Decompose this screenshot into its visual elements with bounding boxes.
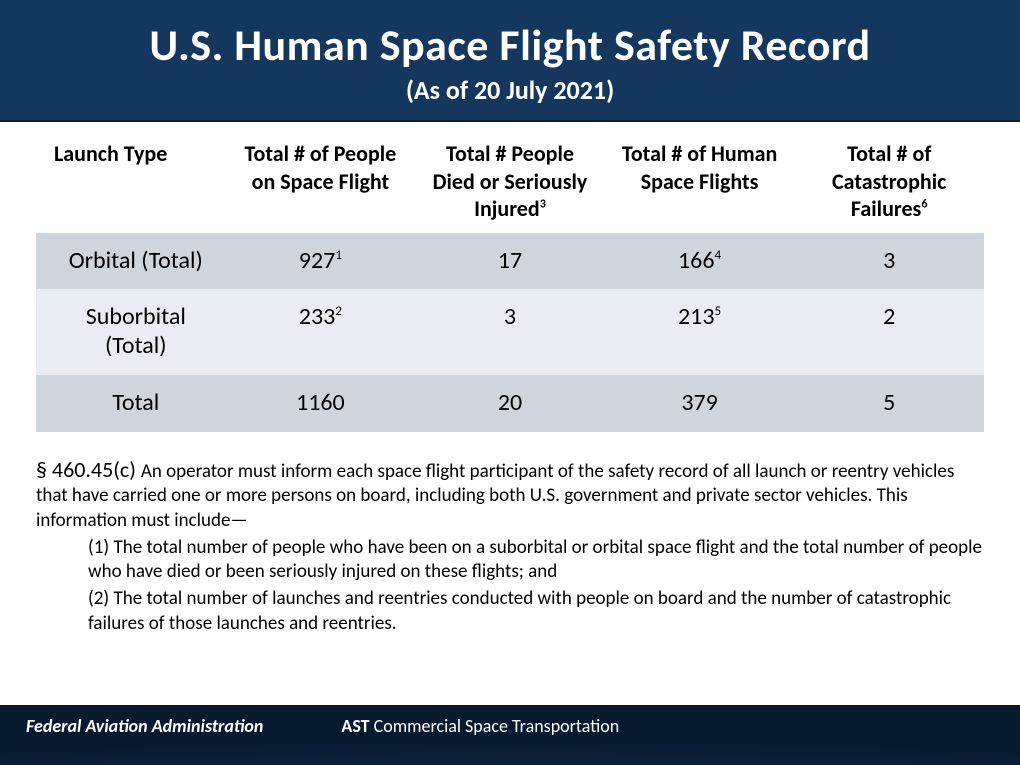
cell-value: 9271	[226, 233, 416, 290]
legal-item-2: (2) The total number of launches and ree…	[88, 587, 984, 636]
cell-value: 3	[794, 233, 984, 290]
col-header-launch-type: Launch Type	[36, 134, 226, 233]
col-header-died-injured: Total # People Died or Seriously Injured…	[415, 134, 605, 233]
footer-ast-label: AST Commercial Space Transportation	[341, 715, 619, 737]
legal-text: § 460.45(c) An operator must inform each…	[36, 456, 984, 637]
header-banner: U.S. Human Space Flight Safety Record (A…	[0, 0, 1020, 122]
col-header-human-flights: Total # of Human Space Flights	[605, 134, 795, 233]
cell-value: 1160	[226, 375, 416, 432]
footer-faa-label: Federal Aviation Administration	[26, 715, 263, 737]
safety-record-table: Launch Type Total # of People on Space F…	[36, 134, 984, 432]
page-title: U.S. Human Space Flight Safety Record	[20, 18, 1000, 72]
main-content: Launch Type Total # of People on Space F…	[0, 122, 1020, 637]
table-row: Orbital (Total) 9271 17 1664 3	[36, 233, 984, 290]
cell-value: 5	[794, 375, 984, 432]
footer-bar: Federal Aviation Administration AST Comm…	[0, 705, 1020, 765]
page-subtitle: (As of 20 July 2021)	[20, 74, 1000, 106]
legal-item-1: (1) The total number of people who have …	[88, 536, 984, 585]
col-header-people-on-flight: Total # of People on Space Flight	[226, 134, 416, 233]
cell-value: 17	[415, 233, 605, 290]
cell-launch-type: Suborbital (Total)	[36, 289, 226, 375]
cell-value: 379	[605, 375, 795, 432]
legal-body: An operator must inform each space fligh…	[36, 460, 954, 532]
cell-launch-type: Total	[36, 375, 226, 432]
table-row: Total 1160 20 379 5	[36, 375, 984, 432]
cell-value: 2	[794, 289, 984, 375]
cell-launch-type: Orbital (Total)	[36, 233, 226, 290]
col-header-catastrophic: Total # of Catastrophic Failures6	[794, 134, 984, 233]
regulation-citation: § 460.45(c)	[36, 456, 141, 483]
cell-value: 20	[415, 375, 605, 432]
cell-value: 3	[415, 289, 605, 375]
cell-value: 2332	[226, 289, 416, 375]
cell-value: 1664	[605, 233, 795, 290]
cell-value: 2135	[605, 289, 795, 375]
table-row: Suborbital (Total) 2332 3 2135 2	[36, 289, 984, 375]
table-header-row: Launch Type Total # of People on Space F…	[36, 134, 984, 233]
